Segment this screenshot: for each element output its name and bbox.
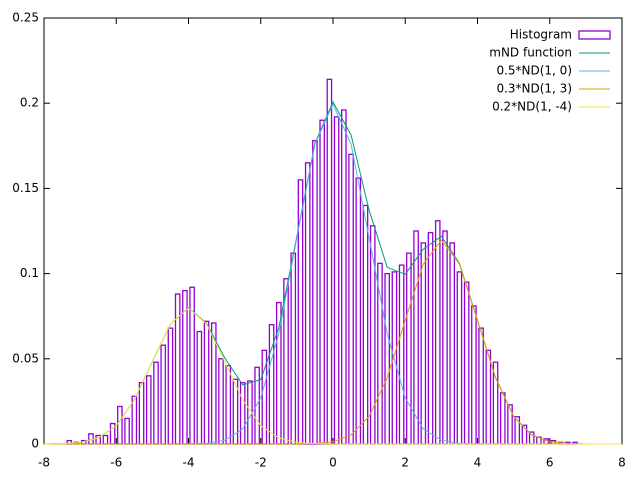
histogram-bar bbox=[124, 417, 130, 445]
histogram-bar bbox=[507, 404, 513, 445]
histogram-bar bbox=[160, 344, 167, 445]
y-tick-label: 0.2 bbox=[20, 96, 39, 110]
histogram-bar bbox=[312, 140, 318, 445]
legend-label: 0.2*ND(1, -4) bbox=[492, 100, 572, 114]
histogram-bar bbox=[239, 382, 246, 445]
x-tick-label: 6 bbox=[546, 456, 554, 470]
histogram-bar bbox=[427, 232, 434, 445]
histogram-bar bbox=[182, 289, 188, 445]
legend-swatch bbox=[578, 30, 611, 40]
curve bbox=[43, 100, 622, 445]
histogram-bar bbox=[478, 327, 484, 445]
x-tick-label: 4 bbox=[474, 456, 482, 470]
legend-label: 0.5*ND(1, 0) bbox=[496, 64, 572, 78]
histogram-bar bbox=[471, 305, 477, 445]
histogram-bar bbox=[145, 375, 152, 445]
histogram-bar bbox=[326, 78, 333, 445]
y-tick-label: 0.15 bbox=[12, 181, 39, 195]
histogram-bar bbox=[225, 364, 232, 445]
histogram-bar bbox=[167, 327, 174, 445]
x-tick-label: -4 bbox=[183, 456, 195, 470]
legend-label: mND function bbox=[489, 46, 572, 60]
histogram-bar bbox=[434, 220, 441, 445]
histogram-bar bbox=[377, 262, 383, 445]
y-tick-label: 0.25 bbox=[12, 11, 39, 25]
histogram-bar bbox=[333, 116, 340, 445]
histogram-bar bbox=[348, 153, 354, 445]
histogram-bar bbox=[153, 361, 159, 445]
legend-label: 0.3*ND(1, 3) bbox=[496, 82, 572, 96]
histogram-bar bbox=[203, 320, 210, 445]
histogram-bar bbox=[102, 434, 109, 445]
curve bbox=[44, 239, 622, 445]
histogram-bar bbox=[463, 281, 470, 445]
histogram-bar bbox=[485, 349, 492, 445]
histogram-bar bbox=[304, 162, 311, 445]
x-tick-label: -2 bbox=[255, 456, 267, 470]
histogram-bar bbox=[218, 358, 224, 445]
histogram-bar bbox=[88, 433, 94, 445]
histogram-bar bbox=[254, 366, 260, 445]
y-tick-label: 0.05 bbox=[12, 351, 39, 365]
histogram-bar bbox=[449, 242, 456, 445]
y-tick-label: 0.1 bbox=[20, 266, 39, 280]
curve bbox=[44, 102, 622, 445]
y-tick-label: 0 bbox=[31, 437, 39, 451]
histogram-bar bbox=[131, 395, 138, 445]
histogram-bar bbox=[456, 271, 463, 445]
histogram-bar bbox=[413, 230, 419, 445]
histogram-bar bbox=[319, 119, 325, 445]
x-tick-label: 8 bbox=[618, 456, 626, 470]
histogram-bar bbox=[290, 252, 297, 445]
legend-label: Histogram bbox=[510, 28, 572, 42]
histogram-bar bbox=[406, 252, 412, 445]
x-tick-label: -8 bbox=[38, 456, 50, 470]
histogram-bar bbox=[398, 264, 405, 445]
x-tick-label: 2 bbox=[401, 456, 409, 470]
histogram-bar bbox=[138, 382, 145, 445]
histogram-bar bbox=[384, 272, 391, 445]
histogram-bar bbox=[196, 330, 203, 445]
curve bbox=[43, 307, 622, 445]
histogram-bar bbox=[420, 242, 427, 445]
histogram-bar bbox=[341, 109, 347, 445]
x-tick-label: -6 bbox=[110, 456, 122, 470]
histogram-bar bbox=[355, 177, 362, 445]
histogram-bar bbox=[442, 230, 448, 445]
histogram-bar bbox=[499, 392, 506, 445]
x-tick-label: 0 bbox=[329, 456, 337, 470]
histogram-bar bbox=[362, 204, 369, 445]
histogram-bar bbox=[117, 405, 123, 445]
